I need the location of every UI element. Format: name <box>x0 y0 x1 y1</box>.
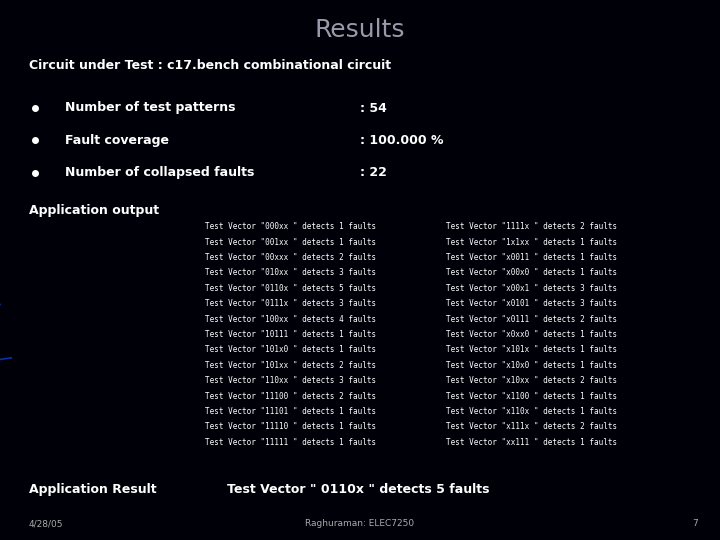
Text: Test Vector "001xx " detects 1 faults: Test Vector "001xx " detects 1 faults <box>205 238 377 247</box>
Text: Results: Results <box>315 18 405 42</box>
Text: Test Vector "11110 " detects 1 faults: Test Vector "11110 " detects 1 faults <box>205 422 377 431</box>
Text: : 54: : 54 <box>360 102 387 114</box>
Text: Test Vector "x0111 " detects 2 faults: Test Vector "x0111 " detects 2 faults <box>446 315 618 323</box>
Text: : 22: : 22 <box>360 166 387 179</box>
Text: Test Vector "x00x0 " detects 1 faults: Test Vector "x00x0 " detects 1 faults <box>446 268 618 278</box>
Text: Test Vector "xx111 " detects 1 faults: Test Vector "xx111 " detects 1 faults <box>446 438 618 447</box>
Text: Number of test patterns: Number of test patterns <box>65 102 235 114</box>
Text: Test Vector "x110x " detects 1 faults: Test Vector "x110x " detects 1 faults <box>446 407 618 416</box>
Text: Test Vector "x10xx " detects 2 faults: Test Vector "x10xx " detects 2 faults <box>446 376 618 385</box>
Text: Circuit under Test : c17.bench combinational circuit: Circuit under Test : c17.bench combinati… <box>29 59 391 72</box>
Text: Test Vector "101xx " detects 2 faults: Test Vector "101xx " detects 2 faults <box>205 361 377 370</box>
Text: Test Vector "x101x " detects 1 faults: Test Vector "x101x " detects 1 faults <box>446 346 618 354</box>
Text: 7: 7 <box>693 519 698 528</box>
Text: Test Vector "0111x " detects 3 faults: Test Vector "0111x " detects 3 faults <box>205 299 377 308</box>
Text: : 100.000 %: : 100.000 % <box>360 134 444 147</box>
Text: Test Vector "110xx " detects 3 faults: Test Vector "110xx " detects 3 faults <box>205 376 377 385</box>
Text: Test Vector "11101 " detects 1 faults: Test Vector "11101 " detects 1 faults <box>205 407 377 416</box>
Text: Test Vector "11111 " detects 1 faults: Test Vector "11111 " detects 1 faults <box>205 438 377 447</box>
Text: Test Vector " 0110x " detects 5 faults: Test Vector " 0110x " detects 5 faults <box>227 483 490 496</box>
Text: Test Vector "101x0 " detects 1 faults: Test Vector "101x0 " detects 1 faults <box>205 346 377 354</box>
Text: Test Vector "0110x " detects 5 faults: Test Vector "0110x " detects 5 faults <box>205 284 377 293</box>
Text: Test Vector "1111x " detects 2 faults: Test Vector "1111x " detects 2 faults <box>446 222 618 231</box>
Text: Test Vector "100xx " detects 4 faults: Test Vector "100xx " detects 4 faults <box>205 315 377 323</box>
Text: Test Vector "010xx " detects 3 faults: Test Vector "010xx " detects 3 faults <box>205 268 377 278</box>
Text: Application Result: Application Result <box>29 483 156 496</box>
Text: Test Vector "x0011 " detects 1 faults: Test Vector "x0011 " detects 1 faults <box>446 253 618 262</box>
Text: 4/28/05: 4/28/05 <box>29 519 63 528</box>
Text: Test Vector "x00x1 " detects 3 faults: Test Vector "x00x1 " detects 3 faults <box>446 284 618 293</box>
Text: Number of collapsed faults: Number of collapsed faults <box>65 166 254 179</box>
Text: Test Vector "x0xx0 " detects 1 faults: Test Vector "x0xx0 " detects 1 faults <box>446 330 618 339</box>
Text: Test Vector "10111 " detects 1 faults: Test Vector "10111 " detects 1 faults <box>205 330 377 339</box>
Text: Test Vector "11100 " detects 2 faults: Test Vector "11100 " detects 2 faults <box>205 392 377 401</box>
Text: Fault coverage: Fault coverage <box>65 134 168 147</box>
Text: Test Vector "x10x0 " detects 1 faults: Test Vector "x10x0 " detects 1 faults <box>446 361 618 370</box>
Text: Test Vector "x111x " detects 2 faults: Test Vector "x111x " detects 2 faults <box>446 422 618 431</box>
Text: Test Vector "x1100 " detects 1 faults: Test Vector "x1100 " detects 1 faults <box>446 392 618 401</box>
Text: Application output: Application output <box>29 204 159 217</box>
Text: Test Vector "00xxx " detects 2 faults: Test Vector "00xxx " detects 2 faults <box>205 253 377 262</box>
Text: Test Vector "x0101 " detects 3 faults: Test Vector "x0101 " detects 3 faults <box>446 299 618 308</box>
Text: Raghuraman: ELEC7250: Raghuraman: ELEC7250 <box>305 519 415 528</box>
Text: Test Vector "1x1xx " detects 1 faults: Test Vector "1x1xx " detects 1 faults <box>446 238 618 247</box>
Text: Test Vector "000xx " detects 1 faults: Test Vector "000xx " detects 1 faults <box>205 222 377 231</box>
